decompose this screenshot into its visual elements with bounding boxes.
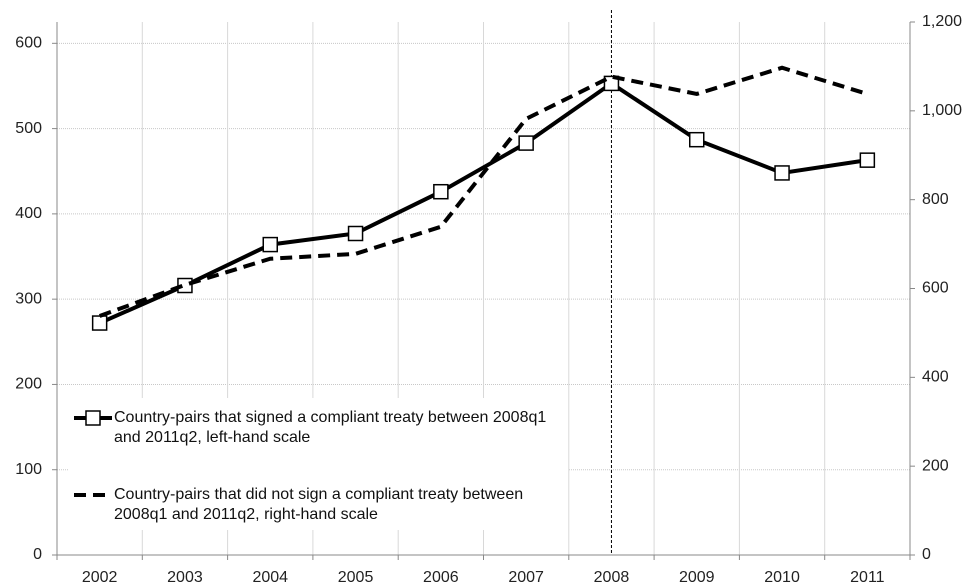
y-tick-label: 100 [15,461,42,478]
y2-tick-label: 400 [922,369,949,386]
series-line [98,65,868,318]
x-tick-label: 2005 [338,569,374,586]
point-marker [262,236,278,253]
point-marker [91,315,108,331]
y2-tick-label: 1,200 [922,13,962,30]
y-tick-label: 600 [15,35,42,52]
y-tick-label: 300 [15,290,42,307]
y-tick-label: 200 [15,376,42,393]
x-tick-label: 2007 [508,569,544,586]
y-tick-label: 0 [33,546,42,563]
y-tick-label: 400 [15,205,42,222]
point-marker [689,131,705,148]
point-marker [603,75,620,92]
x-tick-label: 2002 [82,569,118,586]
legend-label: Country-pairs that did not sign a compli… [114,486,524,523]
legend-box [68,398,568,530]
legend-label: Country-pairs that signed a compliant tr… [114,409,547,446]
x-tick-label: 2009 [679,569,715,586]
point-marker [347,225,364,242]
x-tick-label: 2004 [252,569,288,586]
y2-tick-label: 600 [922,280,949,297]
point-marker [859,152,876,168]
x-tick-label: 2010 [764,569,800,586]
point-marker [433,183,449,200]
y-tick-label: 500 [15,120,42,137]
x-tick-label: 2011 [850,569,885,586]
x-tick-label: 2008 [594,569,630,586]
y2-tick-label: 1,000 [922,102,962,119]
legend-marker [85,410,101,426]
point-marker [774,165,790,181]
x-tick-label: 2006 [423,569,459,586]
x-tick-label: 2003 [167,569,203,586]
y2-tick-label: 0 [922,546,931,563]
series-line [98,80,868,325]
point-marker [518,135,534,151]
y2-tick-label: 200 [922,457,949,474]
y2-tick-label: 800 [922,191,949,208]
